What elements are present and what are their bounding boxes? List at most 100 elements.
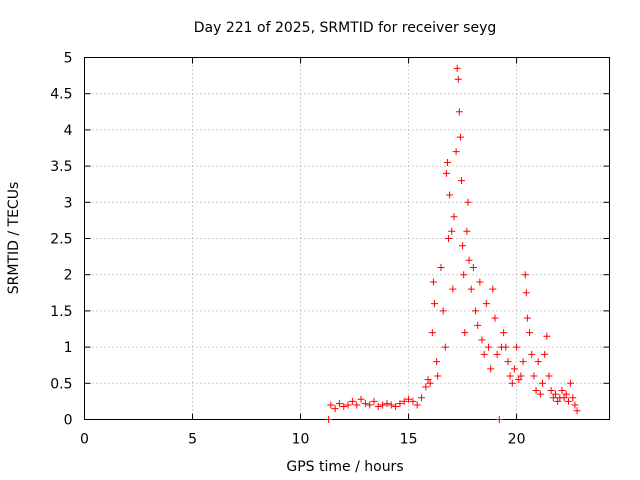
data-point (562, 390, 570, 398)
data-point (515, 376, 523, 384)
data-point (528, 350, 536, 358)
data-point (325, 416, 333, 423)
data-point (331, 405, 339, 413)
chart-title: Day 221 of 2025, SRMTID for receiver sey… (194, 20, 497, 36)
data-point (510, 365, 518, 373)
data-point (489, 285, 497, 293)
y-tick-label: 4.5 (50, 87, 72, 103)
data-point (564, 397, 572, 405)
data-point (460, 271, 468, 279)
data-point (340, 402, 348, 410)
data-point (532, 387, 540, 395)
grid-layer (84, 57, 610, 420)
data-point (523, 314, 531, 322)
data-point (452, 148, 460, 156)
data-point (513, 343, 521, 351)
data-point (551, 390, 559, 398)
data-point (456, 133, 464, 141)
data-point (541, 350, 549, 358)
y-tick-label: 1.5 (50, 304, 72, 320)
data-point (558, 387, 566, 395)
data-point (431, 300, 438, 308)
data-point (522, 289, 530, 297)
data-point (526, 329, 534, 337)
data-point (464, 198, 472, 206)
y-tick-label: 2.5 (50, 232, 72, 248)
plot-frame (84, 57, 610, 420)
data-point (383, 400, 391, 408)
data-point (426, 379, 434, 387)
data-point (348, 397, 356, 405)
y-tick-label: 3 (64, 195, 73, 211)
x-tick-label: 5 (188, 432, 197, 448)
data-point (374, 402, 382, 410)
x-axis-label: GPS time / hours (286, 459, 403, 475)
data-point (461, 329, 469, 337)
data-point (453, 64, 461, 72)
data-point (445, 235, 453, 242)
y-tick-label: 0.5 (50, 376, 72, 392)
data-point (504, 358, 512, 366)
data-point (487, 365, 495, 373)
data-point (361, 400, 369, 408)
data-point (433, 358, 441, 366)
data-point (335, 400, 343, 408)
data-point (459, 242, 467, 250)
data-point (357, 395, 365, 403)
data-point (400, 397, 408, 405)
data-point (554, 397, 562, 405)
y-tick-label: 5 (64, 51, 73, 67)
y-tick-label: 1 (64, 340, 73, 356)
data-point (366, 401, 374, 409)
data-point (443, 158, 451, 166)
x-tick-label: 0 (80, 432, 89, 448)
data-point (446, 191, 454, 199)
data-point (472, 307, 480, 315)
data-point (370, 397, 378, 405)
data-point (549, 394, 557, 402)
data-point (519, 358, 527, 366)
data-point (387, 401, 395, 409)
data-point (463, 227, 471, 235)
data-point (545, 372, 553, 380)
data-point (458, 177, 466, 185)
data-point (474, 321, 482, 329)
data-point (450, 213, 458, 221)
data-point (573, 407, 581, 415)
data-point (517, 372, 525, 380)
data-point (442, 169, 450, 177)
data-point (469, 263, 477, 271)
data-point (392, 402, 400, 410)
data-point (476, 278, 484, 286)
data-point (560, 394, 568, 402)
data-point (569, 394, 577, 402)
data-point (506, 372, 514, 380)
data-point (434, 372, 442, 380)
data-point (353, 401, 361, 409)
data-point (521, 271, 529, 279)
data-point (495, 416, 503, 423)
data-point (567, 379, 575, 387)
y-tick-label: 4 (64, 123, 73, 139)
data-point (344, 401, 352, 409)
x-tick-label: 15 (400, 432, 418, 448)
data-point (448, 227, 456, 235)
data-point (482, 300, 490, 308)
data-point (405, 395, 413, 403)
data-point (418, 394, 426, 402)
y-tick-label: 0 (64, 413, 73, 429)
data-point (571, 401, 579, 409)
tick-layer: 0 0.5 1 1.5 2 2.5 3 3.5 4 4.5 5 0 5 10 15 20 (50, 51, 610, 448)
data-point (396, 400, 404, 408)
data-point (437, 263, 445, 271)
data-point (536, 390, 544, 398)
x-tick-label: 10 (292, 432, 310, 448)
data-point (449, 285, 457, 293)
data-point (539, 379, 547, 387)
data-point (502, 343, 510, 351)
data-point (409, 397, 417, 405)
data-point (439, 307, 447, 315)
data-point (379, 401, 387, 409)
data-point (467, 285, 475, 293)
data-point (493, 350, 501, 358)
